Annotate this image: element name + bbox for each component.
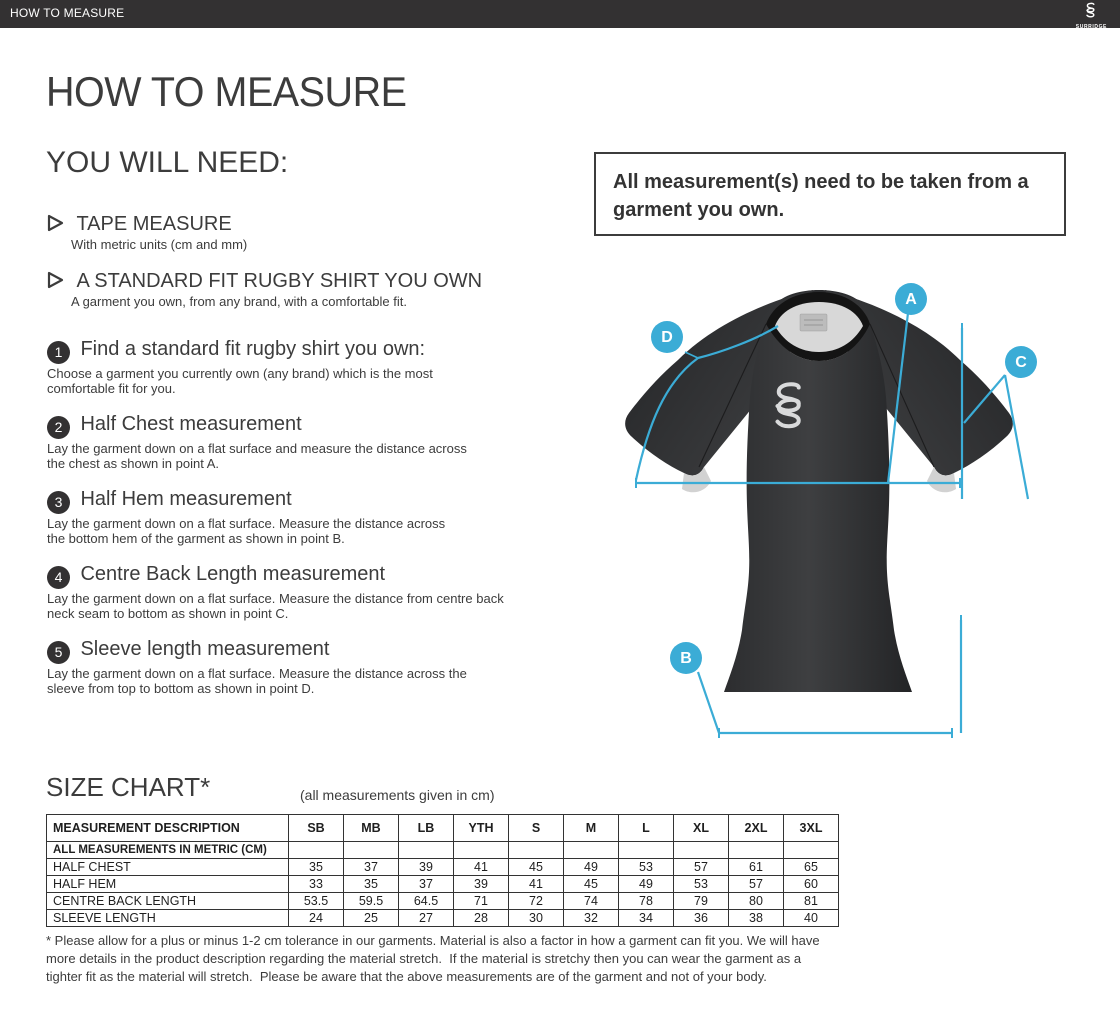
svg-text:A: A (905, 291, 917, 308)
svg-text:C: C (1015, 354, 1027, 371)
svg-text:D: D (661, 329, 673, 346)
svg-text:B: B (680, 650, 692, 667)
